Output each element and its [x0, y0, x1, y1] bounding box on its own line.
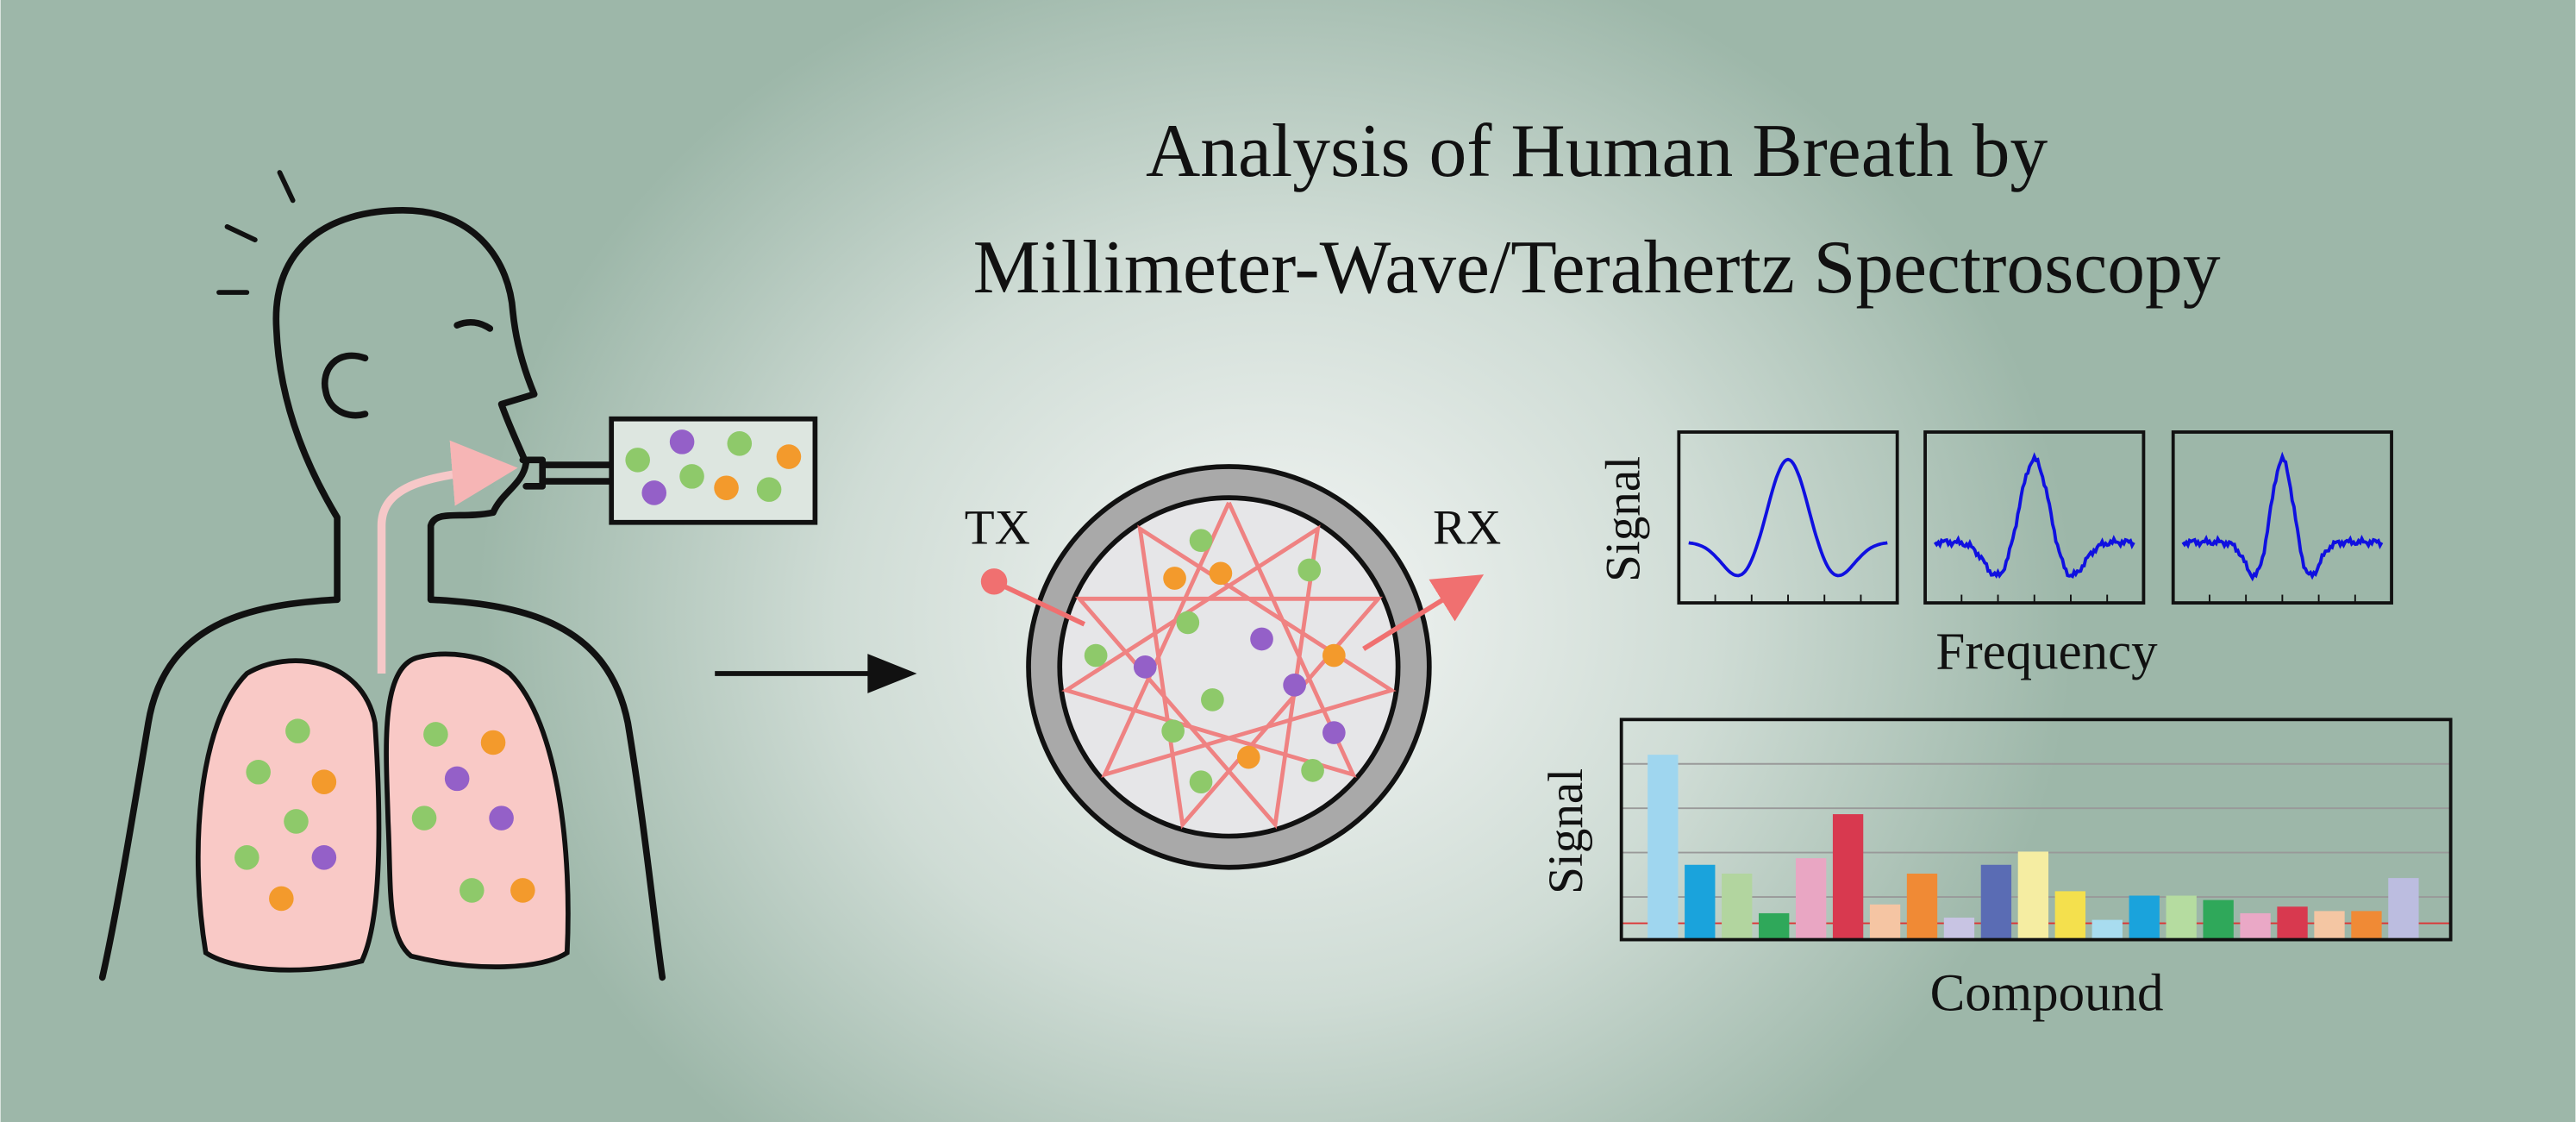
bar	[1869, 904, 1901, 940]
beam	[992, 579, 1086, 627]
molecule	[1176, 611, 1200, 635]
bar	[1685, 864, 1716, 940]
person	[98, 170, 666, 981]
x-axis-label: Frequency	[1935, 623, 2158, 680]
molecule	[1209, 561, 1233, 586]
molecule	[460, 878, 485, 903]
bar	[1980, 864, 2012, 940]
rx-label: RX	[1433, 500, 1501, 555]
molecule	[510, 878, 535, 903]
bar	[2351, 911, 2382, 940]
molecule	[1236, 745, 1260, 769]
bar	[1759, 912, 1790, 940]
molecule	[1250, 627, 1273, 651]
molecule	[284, 809, 309, 834]
molecule	[489, 805, 514, 831]
molecule	[1084, 643, 1108, 668]
x-axis-label: Compound	[1930, 964, 2164, 1022]
molecule	[679, 464, 704, 489]
molecule	[1189, 529, 1213, 553]
molecule	[625, 448, 650, 473]
molecule	[641, 480, 667, 505]
arrow-head	[867, 654, 917, 693]
molecule	[1322, 721, 1346, 744]
molecule	[444, 766, 470, 792]
molecule	[1322, 643, 1346, 668]
tx-label: TX	[965, 500, 1030, 555]
beam	[1061, 501, 1397, 830]
bar-chart	[1621, 755, 2451, 940]
molecule	[311, 845, 337, 870]
molecule	[776, 444, 802, 469]
title-line: Millimeter-Wave/Terahertz Spectroscopy	[973, 225, 2221, 309]
molecule	[669, 429, 695, 454]
molecule	[727, 431, 753, 456]
bar	[2129, 895, 2160, 940]
bar	[2091, 919, 2123, 940]
plot-frame	[1619, 718, 2453, 942]
molecule	[480, 730, 506, 755]
y-axis-label: Signal	[1597, 456, 1651, 582]
molecule	[1189, 770, 1213, 794]
y-axis-label: Signal	[1539, 768, 1593, 894]
molecule	[1201, 688, 1224, 711]
beam-path	[1061, 501, 1397, 830]
bar	[1943, 918, 1975, 940]
beam	[1362, 574, 1485, 651]
molecule	[311, 769, 337, 794]
molecules	[1084, 529, 1346, 794]
spectrum-trace	[2181, 451, 2384, 582]
bar	[2314, 911, 2345, 940]
molecule	[246, 759, 271, 785]
molecules	[234, 429, 802, 912]
bar	[2166, 895, 2197, 940]
molecule	[1161, 719, 1185, 743]
bar	[1648, 755, 1679, 940]
bar	[2203, 899, 2234, 940]
bar	[1795, 858, 1827, 940]
molecule	[1283, 673, 1306, 697]
bar	[2240, 912, 2271, 940]
molecule	[1301, 759, 1324, 782]
bar	[1832, 814, 1864, 940]
spectrum-trace	[1933, 452, 2135, 580]
bar	[1722, 873, 1753, 940]
bar	[1906, 873, 1938, 940]
molecule	[714, 475, 739, 501]
molecule	[423, 722, 448, 747]
molecule	[285, 718, 310, 743]
molecule	[234, 845, 259, 870]
molecule	[756, 477, 782, 502]
molecule	[1133, 655, 1157, 679]
sample-container	[609, 416, 818, 525]
molecule	[1297, 558, 1322, 582]
bar	[2277, 906, 2308, 940]
bar	[2388, 878, 2419, 940]
spectrum-trace	[1688, 457, 1888, 578]
bar	[2017, 851, 2049, 940]
title-line: Analysis of Human Breath by	[1146, 109, 2048, 192]
breath-arrow	[377, 440, 518, 674]
molecule	[269, 886, 294, 912]
molecule	[1163, 567, 1186, 590]
bar	[2054, 891, 2085, 940]
molecule	[411, 805, 437, 831]
spectra	[1677, 430, 2393, 605]
cell-interior	[1057, 495, 1401, 839]
